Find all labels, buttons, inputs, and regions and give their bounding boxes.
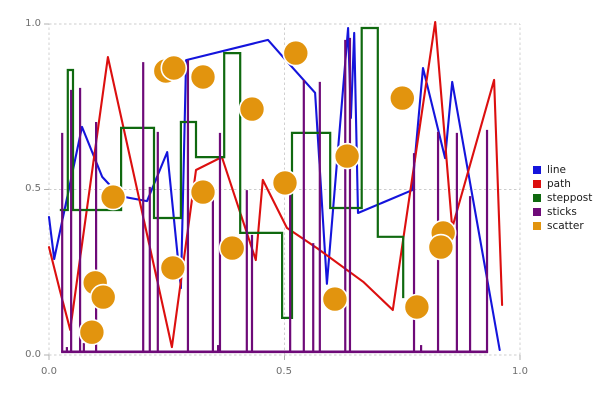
- legend-swatch-line: [533, 166, 541, 174]
- series-steppost: [59, 26, 405, 319]
- x-tick-label-1: 0.5: [276, 366, 292, 377]
- scatter-point-6: [189, 178, 217, 206]
- legend-item-steppost: steppost: [533, 191, 592, 205]
- scatter-point-12: [78, 318, 106, 346]
- legend-label-scatter: scatter: [547, 220, 584, 232]
- legend-label-steppost: steppost: [547, 192, 593, 204]
- scatter-point-5: [99, 183, 127, 211]
- scatter-point-7: [271, 169, 299, 197]
- scatter-point-2: [189, 63, 217, 91]
- legend-item-sticks: sticks: [533, 205, 592, 219]
- y-tick-label-2: 1.0: [25, 18, 41, 29]
- scatter-point-3: [238, 95, 266, 123]
- legend-label-sticks: sticks: [547, 206, 577, 218]
- y-tick-label-1: 0.5: [25, 183, 41, 194]
- legend-label-line: line: [547, 164, 566, 176]
- legend-item-path: path: [533, 177, 592, 191]
- scatter-point-18: [427, 233, 455, 261]
- scatter-point-14: [218, 234, 246, 262]
- legend-label-path: path: [547, 178, 571, 190]
- legend-swatch-sticks: [533, 208, 541, 216]
- legend-swatch-path: [533, 180, 541, 188]
- scatter-point-9: [388, 84, 416, 112]
- scatter-point-11: [89, 283, 117, 311]
- scatter-point-16: [403, 293, 431, 321]
- scatter-point-8: [333, 142, 361, 170]
- legend: line path steppost sticks scatter: [533, 163, 592, 233]
- legend-swatch-steppost: [533, 194, 541, 202]
- scatter-point-13: [159, 254, 187, 282]
- legend-item-scatter: scatter: [533, 219, 592, 233]
- scatter-point-4: [282, 39, 310, 67]
- legend-swatch-scatter: [533, 222, 541, 230]
- y-tick-label-0: 0.0: [25, 349, 41, 360]
- x-tick-label-2: 1.0: [512, 366, 528, 377]
- scatter-point-15: [321, 285, 349, 313]
- legend-item-line: line: [533, 163, 592, 177]
- scatter-point-1: [160, 54, 188, 82]
- x-tick-label-0: 0.0: [41, 366, 57, 377]
